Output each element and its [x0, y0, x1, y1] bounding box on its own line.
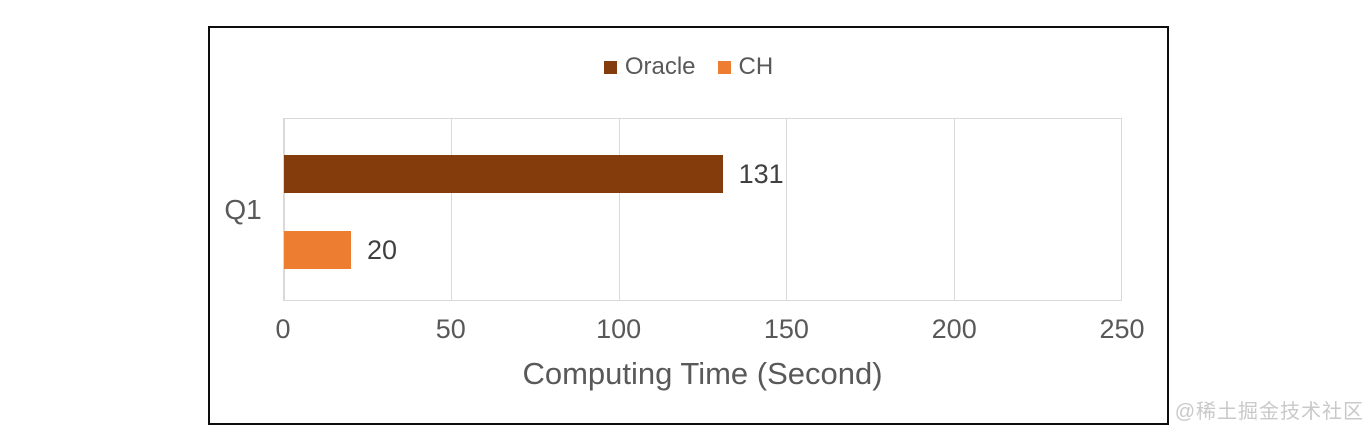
bar-chart: Oracle CH 131 20 Q1 0 50 100 150 200 250 Comput…: [208, 26, 1169, 425]
bar-value-ch: 20: [366, 234, 397, 265]
legend-item-ch: CH: [717, 53, 774, 80]
gridline: [284, 119, 285, 300]
gridline: [786, 119, 788, 300]
legend-item-oracle: Oracle: [603, 53, 696, 80]
x-tick: 100: [596, 314, 642, 344]
gridline: [618, 119, 620, 300]
plot-area: 131 20: [283, 118, 1122, 301]
x-axis-ticks: 0 50 100 150 200 250: [275, 314, 1144, 344]
watermark: @稀土掘金技术社区: [1174, 401, 1364, 423]
bar-value-oracle: 131: [738, 158, 784, 189]
gridline: [451, 119, 453, 300]
x-tick: 200: [931, 314, 977, 344]
legend-swatch-oracle: [603, 60, 617, 74]
bar-ch: [284, 231, 351, 269]
x-tick: 50: [435, 314, 466, 344]
gridline: [953, 119, 955, 300]
gridline: [1121, 119, 1122, 300]
legend-swatch-ch: [717, 60, 731, 74]
legend-label: CH: [738, 53, 774, 80]
x-tick: 150: [763, 314, 809, 344]
category-label: Q1: [224, 193, 262, 225]
x-tick: 0: [275, 314, 291, 344]
x-axis-title: Computing Time (Second): [522, 356, 883, 391]
legend-label: Oracle: [624, 53, 696, 80]
legend: Oracle CH: [210, 52, 1167, 82]
bar-oracle: [284, 155, 723, 193]
x-tick: 250: [1099, 314, 1145, 344]
